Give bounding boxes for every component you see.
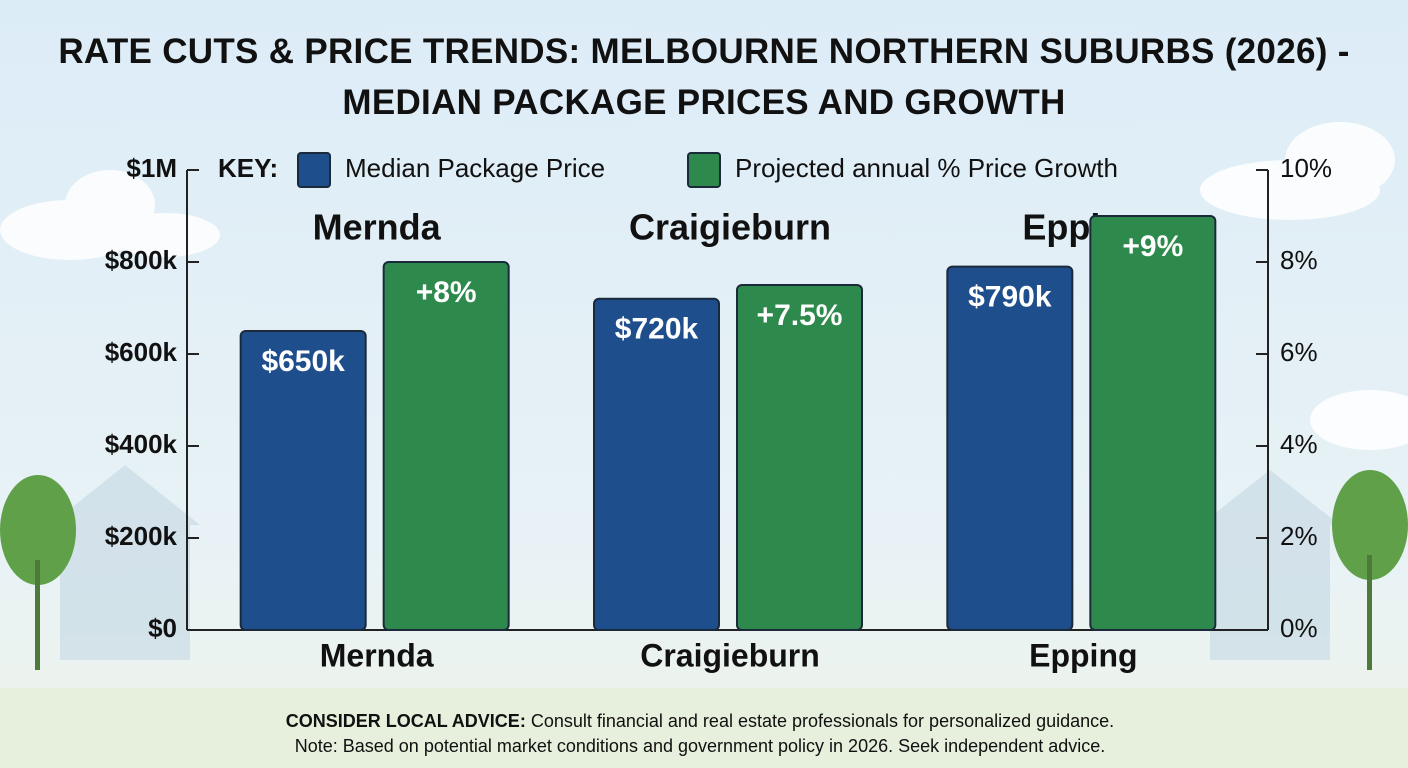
x-tick-label: Craigieburn	[640, 637, 820, 673]
value-label: +9%	[1122, 230, 1183, 263]
x-tick-label: Mernda	[320, 637, 434, 673]
footer: CONSIDER LOCAL ADVICE: Consult financial…	[286, 711, 1114, 731]
y2-tick-label: 8%	[1280, 245, 1318, 275]
legend-swatch	[297, 152, 331, 188]
value-label: +7.5%	[757, 299, 843, 332]
legend-title: KEY:	[218, 153, 278, 183]
footer-band	[0, 688, 1408, 768]
y-tick-label: $800k	[105, 245, 178, 275]
bar	[239, 330, 367, 631]
value-label: +8%	[416, 276, 477, 309]
bar	[593, 297, 720, 631]
houses	[50, 465, 1340, 660]
y-tick-label: $400k	[105, 429, 178, 459]
legend-label: Projected annual % Price Growth	[735, 153, 1118, 183]
y-tick-label: $200k	[105, 521, 178, 551]
legend-swatch	[687, 152, 721, 188]
bar	[382, 261, 510, 631]
y2-tick-label: 4%	[1280, 429, 1318, 459]
bar	[946, 265, 1074, 631]
y2-tick-label: 10%	[1280, 153, 1332, 183]
x-tick-label: Epping	[1029, 637, 1137, 673]
y-tick-label: $0	[148, 613, 177, 643]
category-label: Craigieburn	[629, 207, 831, 248]
y2-tick-label: 0%	[1280, 613, 1318, 643]
value-label: $790k	[968, 281, 1052, 314]
value-label: $720k	[615, 313, 699, 346]
value-label: $650k	[261, 345, 345, 378]
bar	[736, 284, 863, 631]
y2-tick-label: 6%	[1280, 337, 1318, 367]
legend-label: Median Package Price	[345, 153, 605, 183]
note: Note: Based on potential market conditio…	[295, 736, 1106, 756]
y-tick-label: $600k	[105, 337, 178, 367]
footer-lead: CONSIDER LOCAL ADVICE:	[286, 711, 526, 731]
y2-tick-label: 2%	[1280, 521, 1318, 551]
bar	[1089, 215, 1217, 631]
chart-title: RATE CUTS & PRICE TRENDS: MELBOURNE NORT…	[58, 32, 1350, 122]
category-label: Mernda	[313, 207, 442, 248]
trees	[0, 470, 1408, 670]
footer-text: Consult financial and real estate profes…	[531, 711, 1114, 731]
y-tick-label: $1M	[126, 153, 177, 183]
clouds	[0, 122, 1408, 450]
